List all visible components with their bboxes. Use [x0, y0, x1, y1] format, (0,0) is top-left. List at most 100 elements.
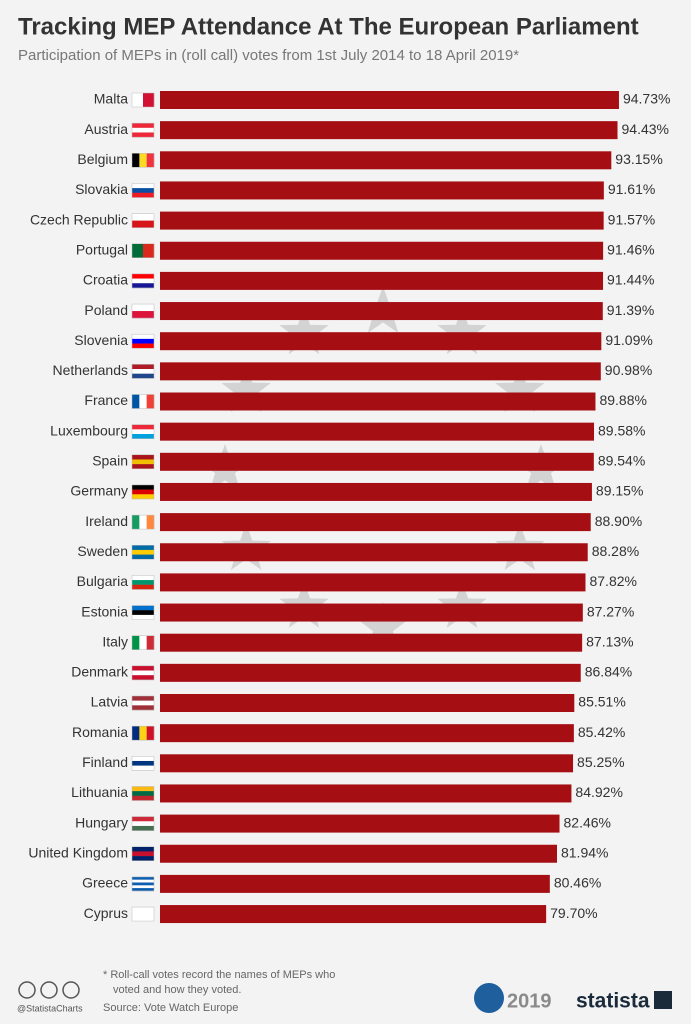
- flag: [143, 243, 155, 258]
- flag: [132, 610, 154, 616]
- bar: [160, 241, 604, 260]
- flag: [132, 127, 154, 133]
- flag: [132, 213, 154, 221]
- flag-border: [131, 213, 155, 228]
- flag-border: [131, 906, 155, 922]
- flag: [132, 283, 154, 289]
- bar: [160, 452, 594, 471]
- flag-border: [131, 695, 155, 711]
- flag-border: [131, 756, 155, 771]
- star: [495, 365, 545, 412]
- category-label: Latvia: [91, 694, 129, 710]
- bar: [160, 603, 583, 622]
- value-label: 90.98%: [605, 362, 652, 378]
- flag-border: [131, 153, 155, 168]
- value-label: 87.13%: [586, 633, 633, 649]
- flag: [132, 786, 154, 792]
- flag: [146, 515, 155, 530]
- flag-border: [131, 514, 155, 530]
- value-label: 84.92%: [575, 784, 622, 800]
- flag: [132, 816, 154, 822]
- value-label: 91.39%: [607, 302, 654, 318]
- value-label: 88.28%: [592, 543, 639, 559]
- flag-border: [131, 876, 155, 892]
- flag: [139, 153, 147, 168]
- flag: [132, 304, 154, 312]
- flag: [132, 795, 154, 801]
- category-label: Belgium: [77, 151, 128, 167]
- category-label: Croatia: [83, 272, 128, 288]
- value-label: 89.88%: [599, 392, 646, 408]
- flag: [132, 705, 154, 711]
- flag: [132, 575, 154, 581]
- bar: [160, 663, 581, 682]
- flag: [132, 696, 154, 701]
- category-label: Austria: [84, 121, 128, 137]
- bar: [160, 362, 601, 381]
- chart-subtitle: Participation of MEPs in (roll call) vot…: [18, 47, 519, 64]
- category-label: Finland: [82, 754, 128, 770]
- flag: [132, 888, 154, 892]
- bar: [160, 573, 586, 592]
- flag: [132, 311, 154, 319]
- flag: [143, 93, 155, 107]
- flag: [132, 192, 154, 198]
- flag: [132, 584, 154, 590]
- value-label: 82.46%: [564, 814, 611, 830]
- value-label: 91.46%: [607, 241, 654, 257]
- bar: [160, 633, 583, 652]
- category-label: Germany: [70, 483, 128, 499]
- bar: [160, 422, 595, 441]
- category-label: Italy: [102, 633, 128, 649]
- flag: [132, 132, 154, 138]
- value-label: 89.54%: [598, 453, 645, 469]
- value-label: 81.94%: [561, 844, 608, 860]
- bar: [160, 784, 572, 803]
- flag: [139, 394, 147, 409]
- star: [221, 365, 271, 412]
- star: [358, 602, 408, 649]
- flag: [132, 791, 154, 796]
- value-label: 91.61%: [608, 181, 655, 197]
- category-label: Denmark: [71, 664, 129, 680]
- category-label: Greece: [82, 875, 128, 891]
- flag: [132, 153, 140, 168]
- bar: [160, 211, 604, 230]
- flag: [132, 364, 154, 370]
- bar: [160, 91, 619, 109]
- flag: [132, 489, 154, 495]
- value-label: 80.46%: [554, 875, 601, 891]
- flag: [132, 614, 154, 620]
- flag: [132, 885, 154, 889]
- category-label: Poland: [84, 302, 128, 318]
- category-label: Bulgaria: [77, 573, 129, 589]
- flag: [139, 635, 147, 650]
- value-label: 89.15%: [596, 483, 643, 499]
- flag-border: [131, 333, 155, 349]
- category-label: Ireland: [85, 513, 128, 529]
- category-label: France: [84, 392, 128, 408]
- flag-border: [131, 484, 155, 500]
- flag-border: [131, 635, 155, 650]
- bar: [160, 543, 588, 562]
- bar: [160, 181, 604, 200]
- bar: [160, 844, 557, 863]
- flag: [146, 153, 155, 168]
- flag: [132, 93, 144, 107]
- flag-border: [131, 364, 155, 379]
- flag: [139, 726, 147, 741]
- flag: [132, 549, 154, 555]
- bar: [160, 513, 591, 532]
- footnote: * Roll-call votes record the names of ME…: [103, 969, 335, 981]
- flag: [132, 334, 154, 340]
- flag-border: [131, 122, 155, 138]
- flag-border: [131, 394, 155, 409]
- value-label: 94.73%: [623, 91, 670, 107]
- category-label: Malta: [94, 91, 128, 107]
- category-label: United Kingdom: [28, 844, 128, 860]
- flag: [132, 665, 154, 671]
- bar: [160, 302, 603, 321]
- footnote: voted and how they voted.: [113, 984, 241, 996]
- flag: [132, 670, 154, 676]
- flag: [132, 876, 154, 880]
